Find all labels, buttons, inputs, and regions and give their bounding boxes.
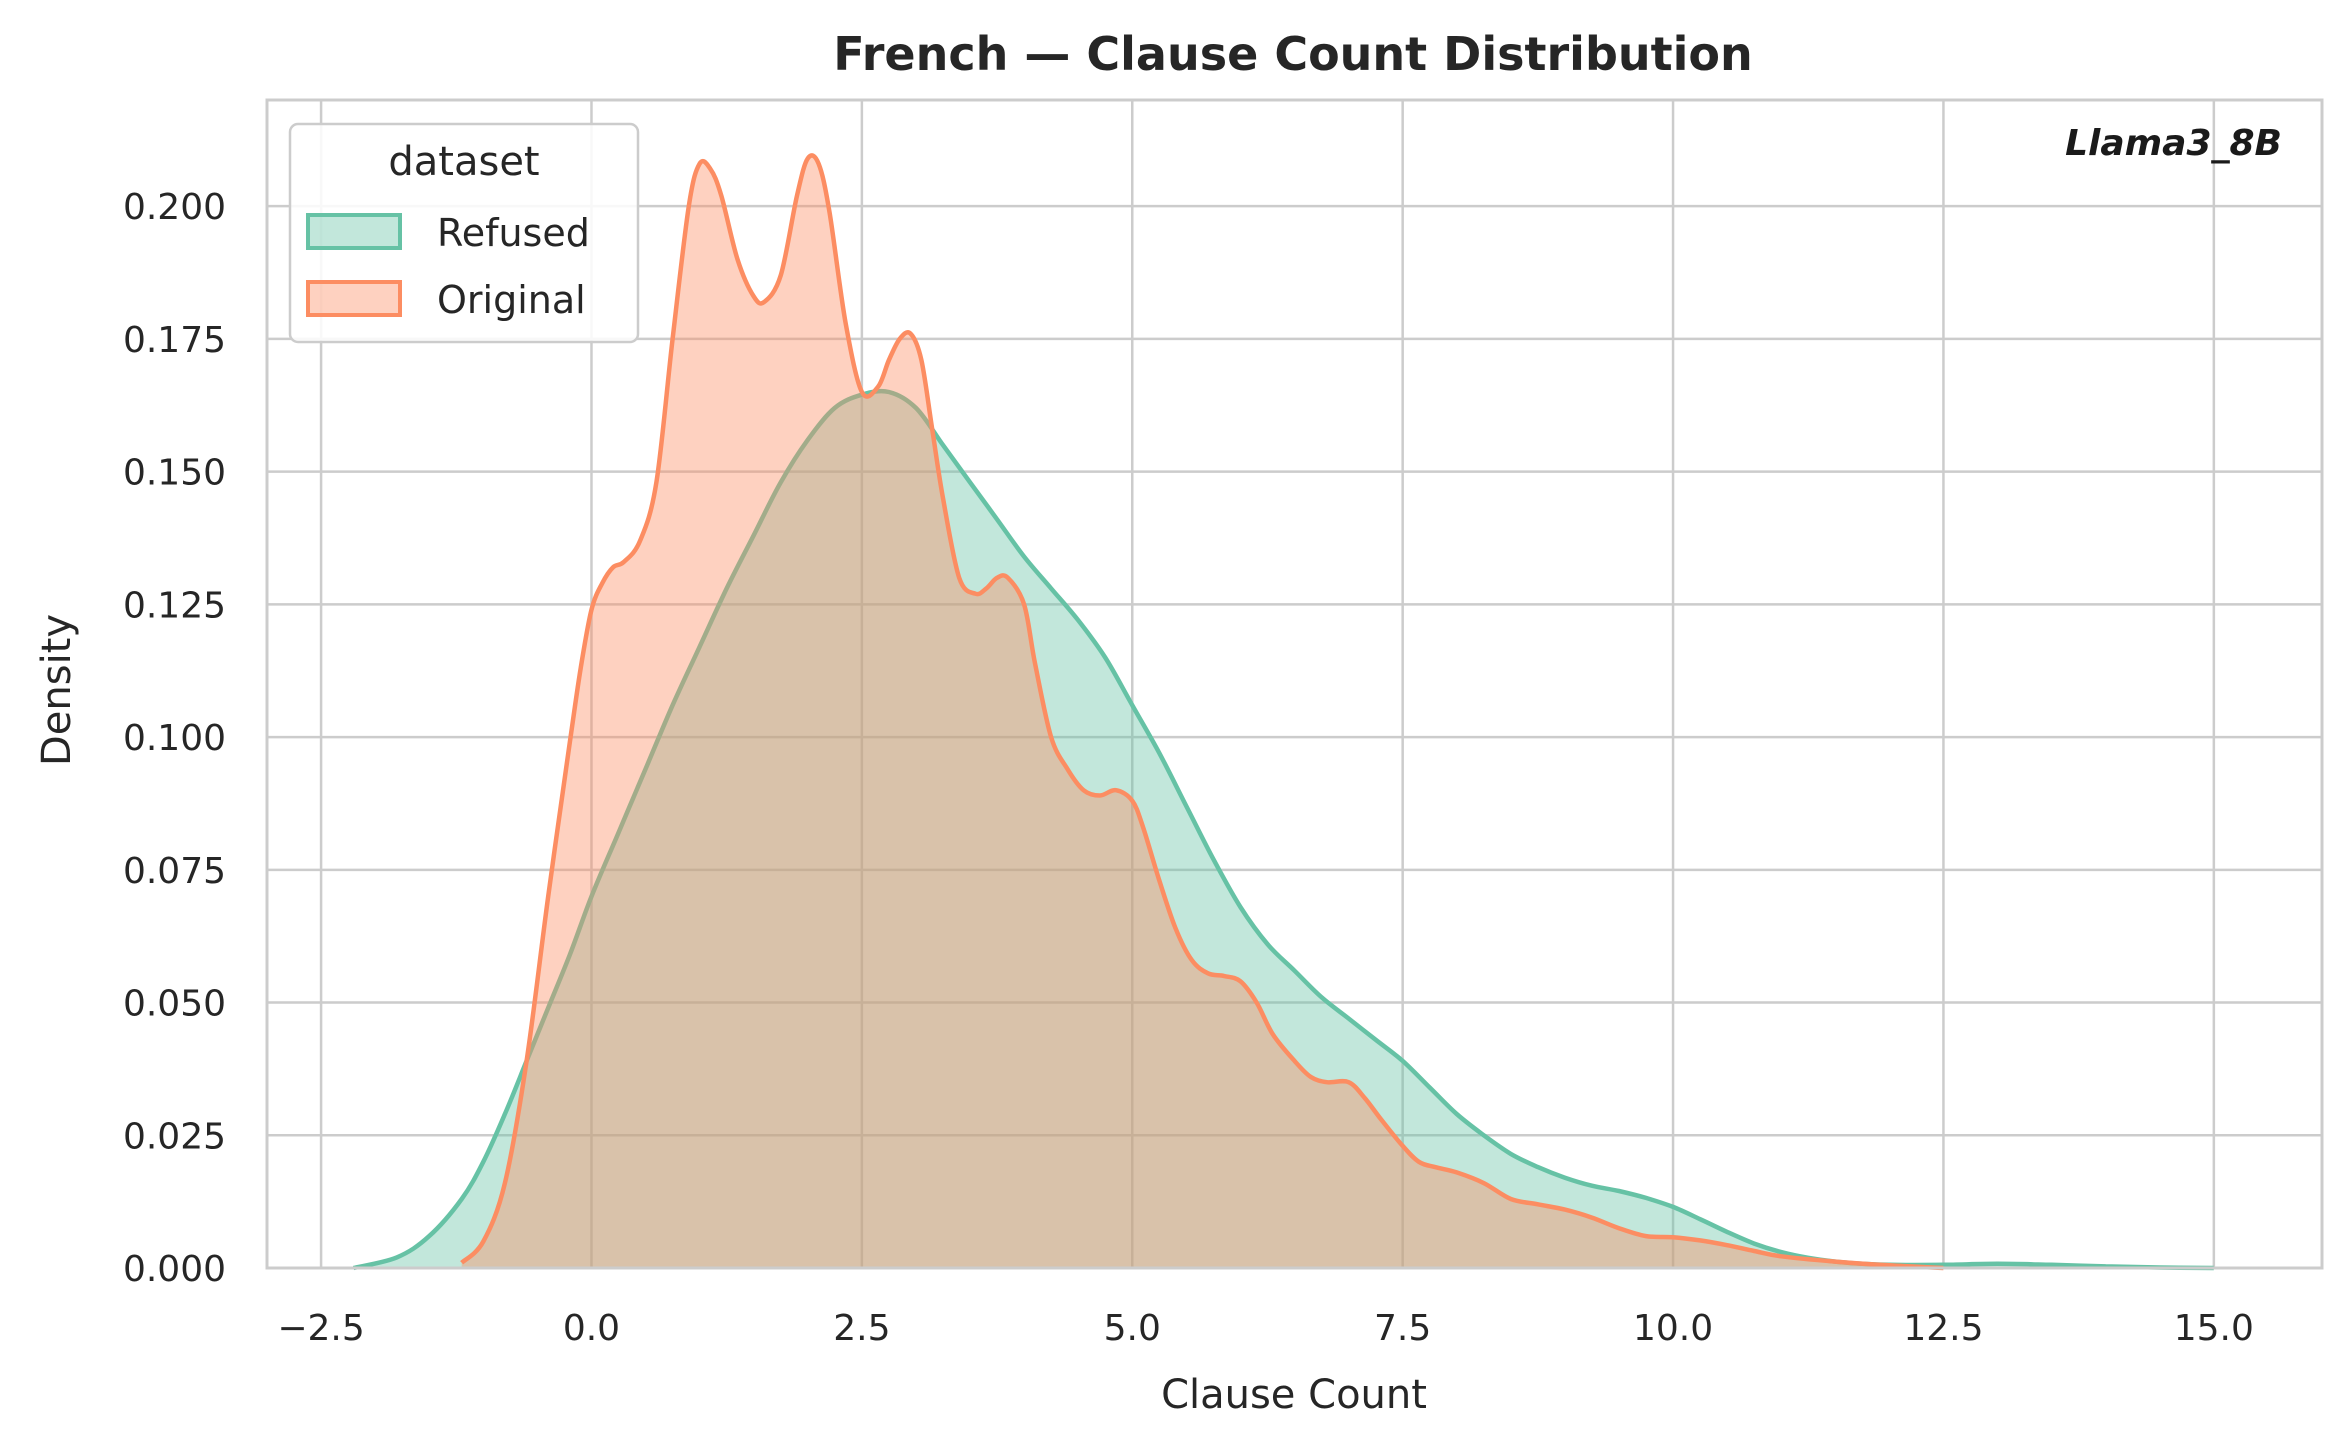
x-tick-label: 7.5 <box>1374 1308 1431 1349</box>
y-tick-label: 0.100 <box>123 718 226 759</box>
y-tick-labels: 0.000 0.025 0.050 0.075 0.100 0.125 0.150 0.175… <box>123 187 226 1290</box>
plot-frame <box>265 98 2324 1270</box>
y-tick-label: 0.025 <box>123 1116 226 1157</box>
y-tick-label: 0.175 <box>123 320 226 361</box>
density-line-refused <box>352 388 2214 1271</box>
x-tick-label: 15.0 <box>2174 1308 2254 1349</box>
x-gridlines <box>319 100 2216 1268</box>
density-area-original <box>461 155 1944 1269</box>
legend: dataset Refused Original <box>288 122 640 344</box>
density-area-refused <box>353 391 2214 1269</box>
x-tick-label: −2.5 <box>277 1308 364 1349</box>
x-tick-label: 12.5 <box>1903 1308 1983 1349</box>
density-series <box>352 153 2214 1271</box>
legend-title: dataset <box>388 139 539 185</box>
legend-swatch-original <box>306 280 402 317</box>
y-axis-label: Density <box>34 614 80 766</box>
y-tick-label: 0.125 <box>123 585 226 626</box>
x-tick-label: 10.0 <box>1633 1308 1713 1349</box>
density-line-original <box>460 153 1944 1271</box>
chart-title: French — Clause Count Distribution <box>833 27 1752 81</box>
x-tick-labels: −2.5 0.0 2.5 5.0 7.5 10.0 12.5 15.0 <box>277 1308 2254 1349</box>
legend-label-refused: Refused <box>437 211 590 255</box>
legend-swatch-refused <box>306 213 402 250</box>
x-tick-label: 5.0 <box>1104 1308 1161 1349</box>
model-annotation: Llama3_8B <box>2065 123 2282 164</box>
legend-box <box>288 122 640 344</box>
y-tick-label: 0.000 <box>123 1249 226 1290</box>
x-tick-label: 0.0 <box>563 1308 620 1349</box>
x-tick-label: 2.5 <box>833 1308 890 1349</box>
y-tick-label: 0.050 <box>123 984 226 1025</box>
y-tick-label: 0.150 <box>123 453 226 494</box>
x-axis-label: Clause Count <box>1161 1372 1427 1418</box>
y-tick-label: 0.075 <box>123 851 226 892</box>
y-tick-label: 0.200 <box>123 187 226 228</box>
legend-label-original: Original <box>437 278 586 322</box>
